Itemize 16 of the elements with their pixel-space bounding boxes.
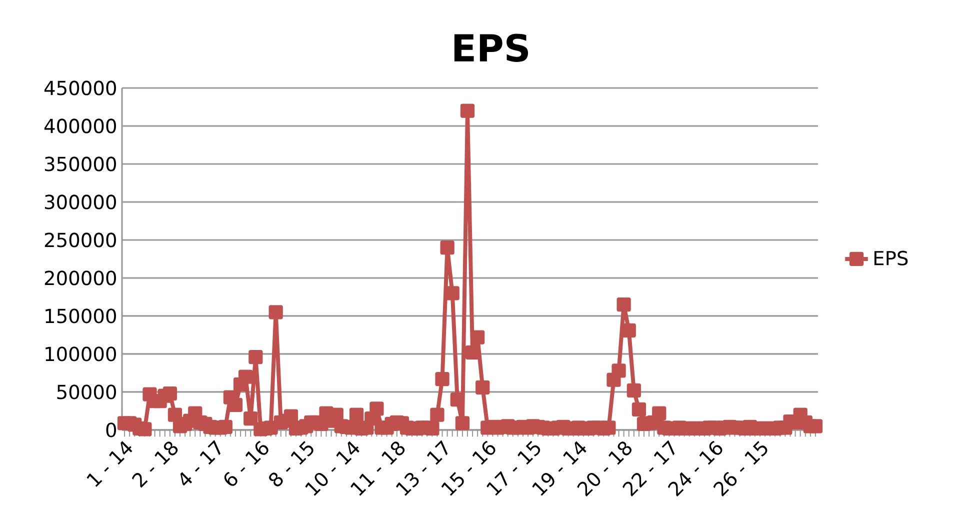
y-tick-label: 50000 (57, 384, 116, 400)
legend-label: EPS (874, 250, 908, 266)
y-tick-label: 150000 (46, 308, 116, 324)
y-tick-label: 300000 (44, 194, 116, 210)
x-tick-label: 4 - 17 (180, 440, 220, 486)
x-tick-label: 1 - 14 (86, 441, 132, 487)
x-tick-label: 2 - 18 (132, 442, 178, 488)
y-tick-label: 450000 (44, 80, 116, 96)
chart-title: EPS (454, 34, 528, 62)
y-tick-label: 350000 (44, 156, 116, 172)
x-tick-label: 6 - 16 (224, 440, 268, 486)
y-tick-label: 100000 (46, 346, 116, 362)
y-tick-label: 250000 (44, 232, 116, 248)
y-tick-label: 200000 (44, 270, 116, 286)
y-tick-label: 400000 (44, 118, 116, 134)
y-tick-label: 0 (106, 422, 116, 438)
